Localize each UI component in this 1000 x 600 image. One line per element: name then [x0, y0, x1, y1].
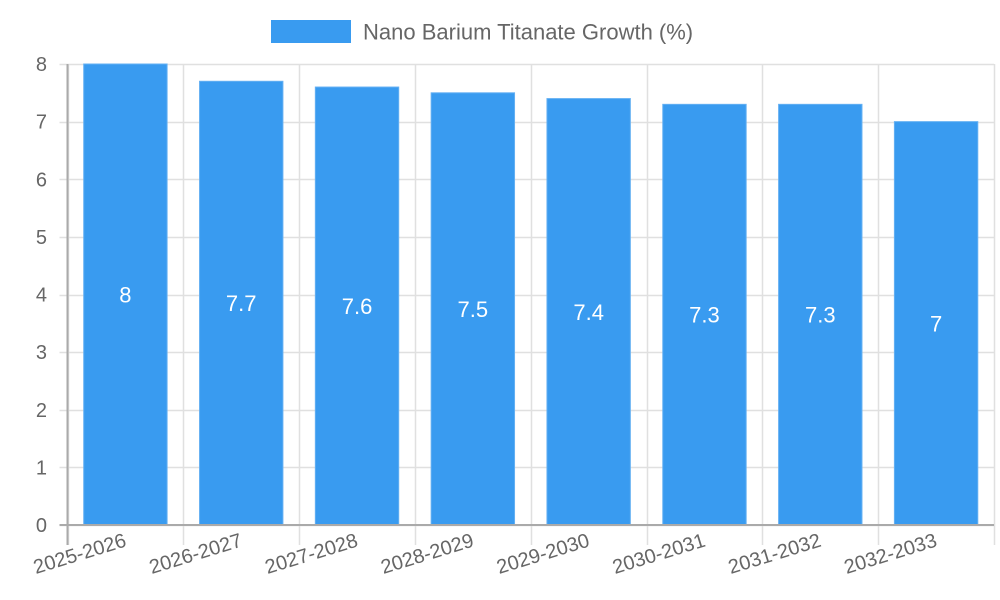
data-label: 7.7	[226, 291, 257, 316]
y-tick-label: 6	[36, 169, 47, 191]
bars	[83, 63, 979, 526]
x-tick-label: 2027-2028	[263, 530, 361, 579]
y-axis-tick-labels: 0 1 2 3 4 5 6 7 8	[36, 54, 47, 537]
x-tick-label: 2032-2033	[842, 530, 940, 579]
y-tick-label: 4	[36, 285, 47, 307]
bar-2027-2028[interactable]	[314, 86, 400, 526]
y-tick-label: 8	[36, 54, 47, 76]
bar-2026-2027[interactable]	[199, 80, 284, 526]
y-tick-label: 2	[36, 400, 47, 422]
x-tick-label: 2030-2031	[610, 530, 708, 579]
bar-2030-2031[interactable]	[662, 103, 747, 526]
x-tick-label: 2026-2027	[147, 530, 245, 579]
x-axis-tick-labels: 2025-2026 2026-2027 2027-2028 2028-2029 2029…	[31, 530, 940, 579]
axes	[59, 64, 994, 545]
y-tick-label: 3	[36, 342, 47, 364]
legend-swatch	[271, 20, 351, 43]
y-tick-label: 0	[36, 515, 47, 537]
data-label: 7.3	[805, 303, 836, 328]
y-tick-label: 5	[36, 227, 47, 249]
data-label: 8	[119, 283, 131, 308]
bar-2028-2029[interactable]	[430, 92, 516, 526]
bar-2025-2026[interactable]	[83, 63, 168, 526]
bar-2029-2030[interactable]	[546, 98, 631, 526]
data-label: 7.6	[342, 294, 373, 319]
data-label: 7.5	[458, 297, 489, 322]
legend[interactable]: Nano Barium Titanate Growth (%)	[271, 20, 693, 45]
bar-2032-2033[interactable]	[893, 121, 979, 526]
x-tick-label: 2029-2030	[494, 530, 592, 579]
x-tick-label: 2025-2026	[31, 530, 129, 579]
data-labels: 8 7.7 7.6 7.5 7.4 7.3 7.3 7	[119, 283, 942, 337]
legend-label: Nano Barium Titanate Growth (%)	[363, 20, 693, 45]
x-tick-label: 2028-2029	[378, 530, 476, 579]
y-tick-label: 1	[36, 457, 47, 479]
bar-2031-2032[interactable]	[778, 103, 863, 526]
y-tick-label: 7	[36, 112, 47, 134]
data-label: 7	[930, 311, 942, 336]
data-label: 7.3	[689, 303, 720, 328]
x-tick-label: 2031-2032	[726, 530, 824, 579]
data-label: 7.4	[573, 300, 604, 325]
